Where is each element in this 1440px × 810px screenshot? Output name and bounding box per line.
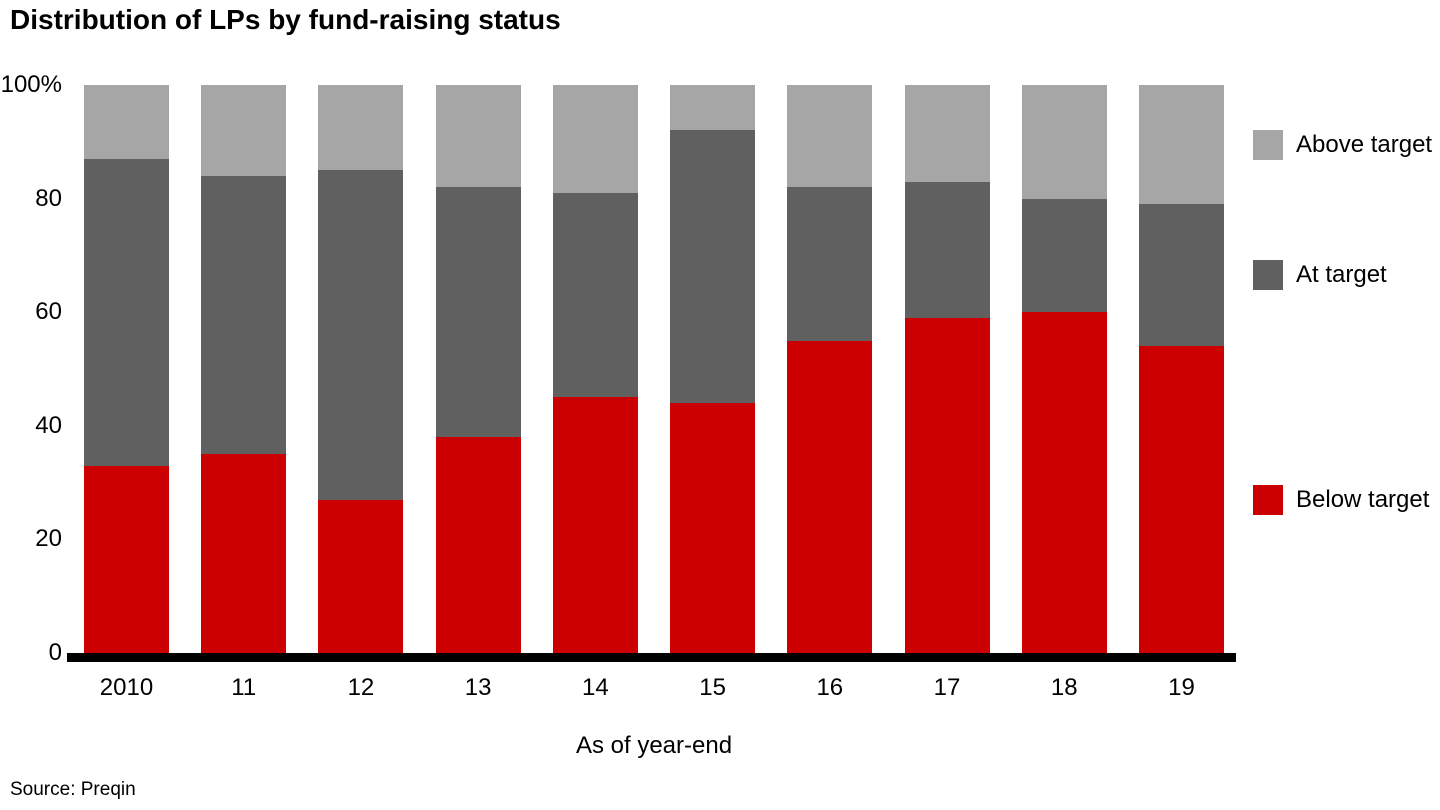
x-axis-line xyxy=(67,653,1236,662)
x-tick-label: 14 xyxy=(582,674,609,701)
segment-above-target xyxy=(318,85,404,171)
segment-at-target xyxy=(201,175,287,455)
y-tick-label: 80 xyxy=(35,184,62,212)
bar-18 xyxy=(1021,85,1107,653)
segment-above-target xyxy=(787,85,873,188)
segment-below-target xyxy=(201,454,287,653)
bar-19 xyxy=(1138,85,1224,653)
bar-12 xyxy=(318,85,404,653)
bar-17 xyxy=(904,85,990,653)
segment-above-target xyxy=(1138,85,1224,205)
bar-16 xyxy=(787,85,873,653)
segment-above-target xyxy=(84,85,169,159)
legend-label: Below target xyxy=(1296,485,1430,513)
legend-swatch-icon xyxy=(1253,260,1283,291)
segment-above-target xyxy=(552,85,638,193)
segment-below-target xyxy=(1138,346,1224,653)
x-tick-label: 13 xyxy=(464,674,492,701)
x-tick-label: 18 xyxy=(1050,674,1078,701)
segment-at-target xyxy=(904,181,990,318)
segment-below-target xyxy=(904,317,990,653)
legend-swatch-icon xyxy=(1253,484,1283,515)
x-tick-label: 17 xyxy=(933,674,961,701)
bar-11 xyxy=(201,85,287,653)
segment-below-target xyxy=(670,403,756,653)
source-note: Source: Preqin xyxy=(10,779,136,800)
x-tick-label: 19 xyxy=(1168,674,1195,701)
segment-at-target xyxy=(670,130,756,404)
bar-2010 xyxy=(84,85,169,653)
y-tick-label: 60 xyxy=(35,298,62,326)
segment-below-target xyxy=(1021,312,1107,653)
x-tick-label: 12 xyxy=(347,674,375,701)
segment-at-target xyxy=(435,187,521,438)
y-tick-label: 40 xyxy=(35,411,62,439)
segment-below-target xyxy=(84,465,169,653)
segment-at-target xyxy=(84,158,169,466)
y-tick-label: 0 xyxy=(48,639,62,666)
segment-at-target xyxy=(552,192,638,398)
x-tick-label: 15 xyxy=(699,674,726,701)
segment-at-target xyxy=(318,170,404,500)
segment-above-target xyxy=(201,85,287,176)
x-tick-label: 11 xyxy=(231,674,257,701)
segment-below-target xyxy=(787,340,873,653)
y-tick-label: 20 xyxy=(35,525,62,553)
x-tick-label: 16 xyxy=(816,674,844,701)
x-tick-label: 2010 xyxy=(99,674,154,701)
segment-below-target xyxy=(435,437,521,653)
legend-label: At target xyxy=(1296,261,1387,289)
y-tick-label: 100% xyxy=(0,71,62,98)
bar-13 xyxy=(435,85,521,653)
segment-above-target xyxy=(670,85,756,131)
legend-item-below-target: Below target xyxy=(1253,484,1430,515)
x-axis-labels: 2010 11 12 13 14 15 16 17 18 19 xyxy=(84,674,1224,702)
plot-area xyxy=(84,85,1224,653)
legend-item-at-target: At target xyxy=(1253,260,1387,291)
segment-above-target xyxy=(435,85,521,188)
segment-below-target xyxy=(552,397,638,653)
legend-label: Above target xyxy=(1296,130,1433,158)
segment-at-target xyxy=(1138,204,1224,347)
bar-14 xyxy=(552,85,638,653)
segment-above-target xyxy=(1021,85,1107,199)
legend-swatch-icon xyxy=(1253,129,1283,160)
segment-at-target xyxy=(1021,198,1107,313)
segment-above-target xyxy=(904,85,990,182)
chart-title: Distribution of LPs by fund-raising stat… xyxy=(10,4,561,35)
bar-15 xyxy=(670,85,756,653)
legend-item-above-target: Above target xyxy=(1253,129,1433,160)
segment-at-target xyxy=(787,187,873,341)
x-axis-title: As of year-end xyxy=(575,732,733,759)
segment-below-target xyxy=(318,499,404,653)
